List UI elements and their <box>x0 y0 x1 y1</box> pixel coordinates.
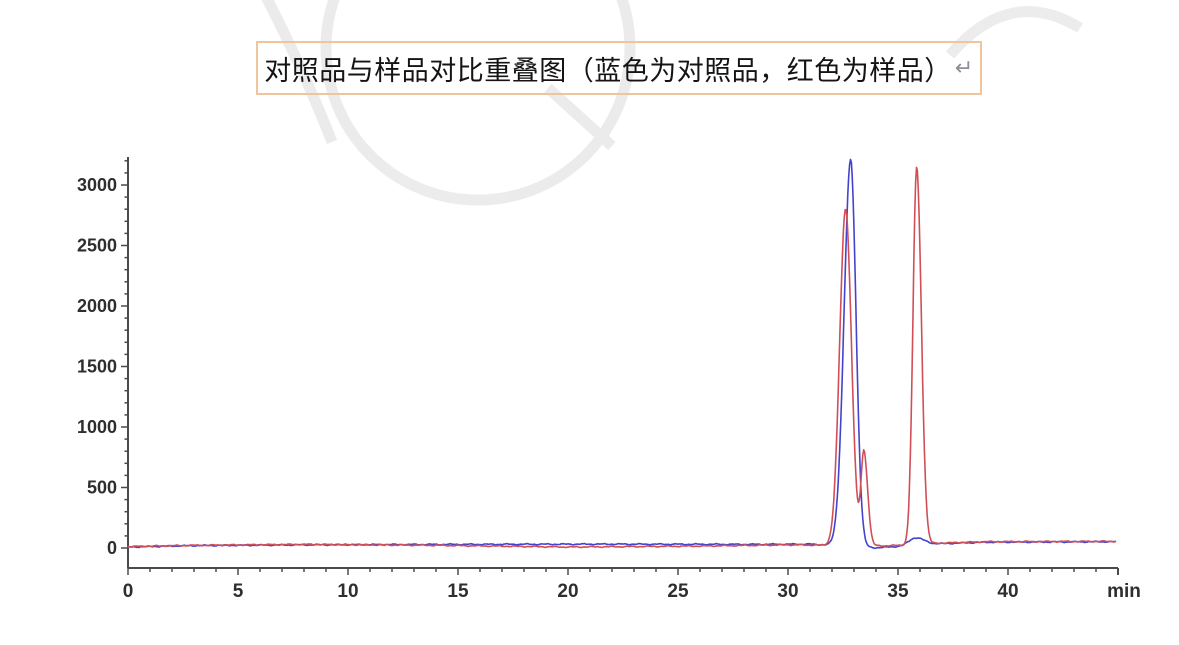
watermark-swoosh <box>261 0 338 144</box>
x-tick-label-10: 10 <box>337 581 358 602</box>
x-tick-label-25: 25 <box>667 581 689 602</box>
y-tick-label-2500: 2500 <box>77 236 117 256</box>
page-title: 对照品与样品对比重叠图（蓝色为对照品，红色为样品） <box>264 55 952 86</box>
watermark-tail <box>544 83 616 151</box>
traces <box>127 158 1117 550</box>
watermark-arc-right <box>945 6 1083 59</box>
y-tick-label-2000: 2000 <box>77 296 117 316</box>
trace-red-sample <box>127 166 1117 549</box>
x-tick-label-40: 40 <box>997 581 1018 602</box>
x-tick-label-0: 0 <box>123 581 134 602</box>
x-tick-label-5: 5 <box>233 581 244 602</box>
x-tick-label-20: 20 <box>557 581 578 602</box>
paragraph-return-mark: ↵ <box>954 55 974 81</box>
watermark-circle <box>320 0 636 206</box>
y-tick-label-1500: 1500 <box>77 357 117 377</box>
axes: 0 500 1000 1500 2000 2500 3000 0 5 10 15 20 25 30 35 40… <box>77 157 1141 602</box>
y-tick-label-3000: 3000 <box>77 175 117 195</box>
x-tick-label-35: 35 <box>887 581 909 602</box>
x-tick-label-30: 30 <box>777 581 798 602</box>
title-box: 对照品与样品对比重叠图（蓝色为对照品，红色为样品） ↵ <box>256 41 982 95</box>
y-tick-label-500: 500 <box>87 478 117 498</box>
y-tick-label-0: 0 <box>107 538 117 558</box>
x-tick-label-15: 15 <box>447 581 469 602</box>
x-axis-unit-label: min <box>1107 581 1141 602</box>
y-tick-label-1000: 1000 <box>77 417 117 437</box>
trace-blue-reference <box>127 158 1117 550</box>
